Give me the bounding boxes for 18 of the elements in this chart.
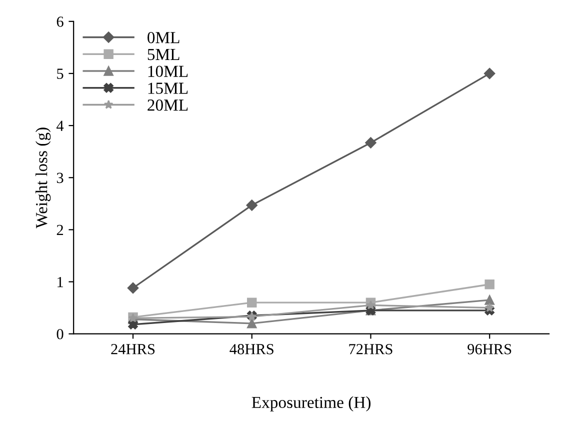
y-tick-label: 5	[57, 68, 64, 79]
legend-label: 5ML	[148, 49, 180, 60]
y-axis-title: Weight loss (g)	[36, 128, 51, 228]
x-tick-label: 24HRS	[111, 344, 155, 354]
legend-label: 20ML	[148, 100, 188, 111]
legend-label: 0ML	[148, 32, 180, 44]
y-tick-label: 6	[56, 16, 64, 27]
y-tick-label: 4	[56, 120, 64, 131]
y-tick-label: 2	[56, 224, 64, 235]
legend-label: 15ML	[148, 82, 188, 94]
x-tick-label: 96HRS	[468, 344, 512, 354]
x-tick-label: 72HRS	[349, 344, 392, 354]
y-tick-label: 0	[56, 328, 64, 340]
x-tick-label: 48HRS	[230, 344, 274, 354]
x-axis-title: Exposuretime (H)	[252, 396, 371, 412]
legend-label: 10ML	[148, 66, 188, 77]
y-tick-label: 1	[58, 276, 63, 288]
y-tick-label: 3	[56, 172, 64, 184]
